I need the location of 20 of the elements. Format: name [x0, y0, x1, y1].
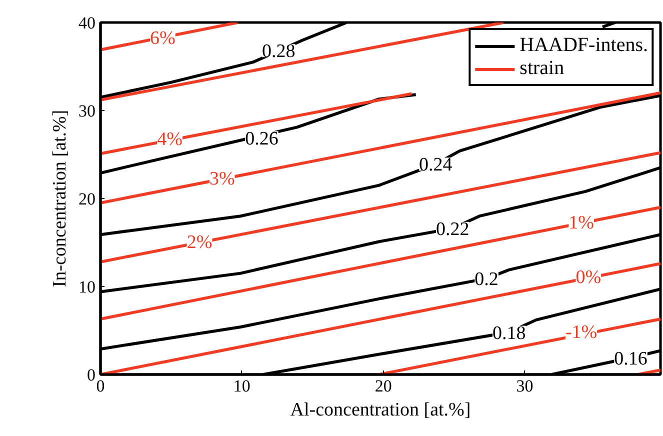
annotation: 4% [157, 129, 183, 150]
y-tick-label: 40 [78, 14, 96, 32]
legend-label: HAADF-intens. [520, 34, 648, 57]
annotation: 2% [186, 232, 212, 253]
annotation: 3% [209, 168, 235, 190]
annotation: 0% [576, 267, 602, 288]
legend-label: strain [520, 57, 564, 80]
x-axis-title: Al-concentration [at.%] [290, 400, 471, 420]
y-tick-label: 10 [78, 278, 96, 296]
x-tick-label: 30 [516, 376, 534, 396]
annotation: -1% [565, 322, 598, 343]
x-tick-label: 20 [374, 376, 392, 396]
y-tick-label: 30 [78, 102, 96, 120]
annotation: 0.28 [262, 41, 296, 62]
y-tick-label: 20 [78, 190, 96, 208]
annotation: 6% [150, 28, 176, 49]
annotation: 0.26 [245, 128, 278, 150]
x-tick-label: 10 [233, 376, 250, 396]
annotation: 1% [568, 212, 594, 234]
y-axis-title: In-concentration [at.%] [50, 110, 70, 288]
